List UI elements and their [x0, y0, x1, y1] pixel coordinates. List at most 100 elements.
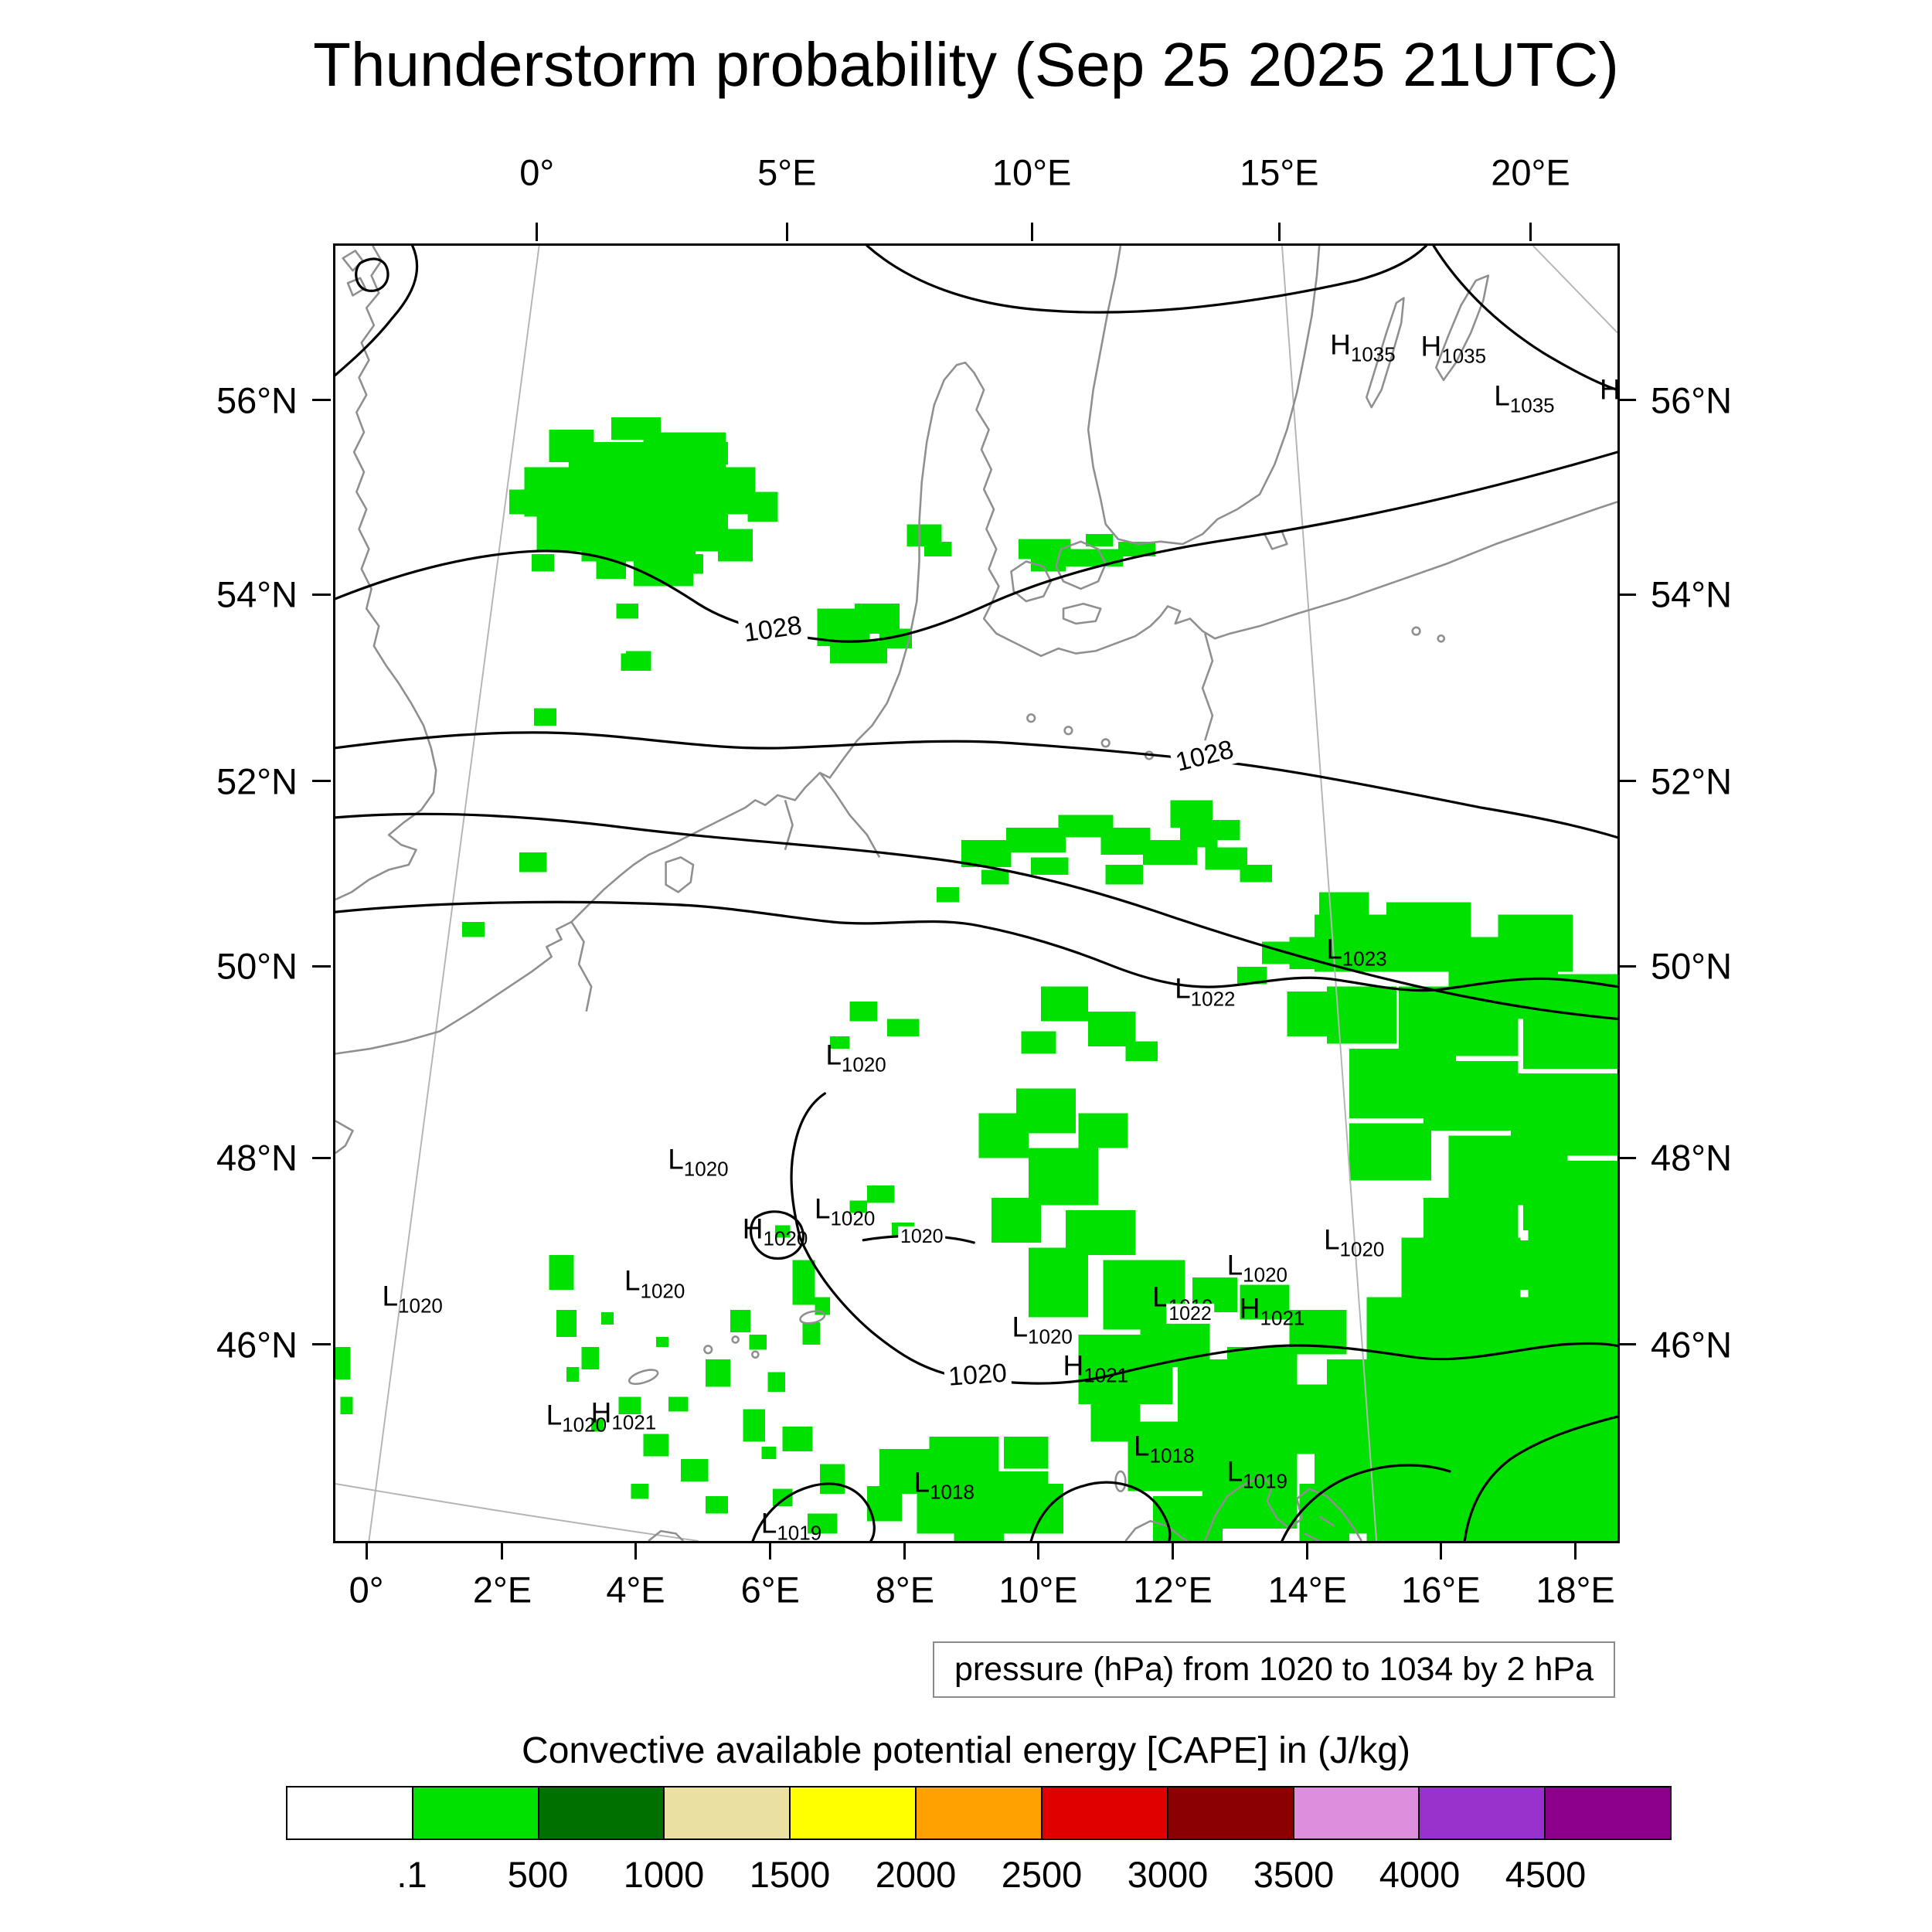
island-zealand	[1055, 540, 1107, 590]
colorbar-tick-label: 3000	[1127, 1854, 1209, 1895]
axis-tick	[1030, 223, 1033, 241]
colorbar-tick-label: 2000	[875, 1854, 957, 1895]
isobar	[1029, 1481, 1172, 1541]
coast-istria	[1204, 1475, 1362, 1541]
axis-tick	[536, 223, 539, 241]
axis-label-left: 54°N	[216, 573, 298, 615]
axis-label-bottom: 16°E	[1401, 1569, 1481, 1611]
axis-label-bottom: 2°E	[472, 1569, 532, 1611]
cape-layer	[335, 417, 1617, 1541]
axis-tick	[1439, 1541, 1442, 1560]
isobar	[862, 1234, 975, 1244]
meridian-15e	[1281, 246, 1378, 1541]
axis-label-bottom: 18°E	[1536, 1569, 1615, 1611]
colorbar-cell	[789, 1786, 917, 1840]
river-weser	[784, 799, 794, 851]
axis-tick	[634, 1541, 638, 1560]
isobars	[335, 246, 1617, 1541]
colorbar-labels: .1 500 1000 1500 2000 2500 3000 3500 4000 4500	[286, 1853, 1672, 1900]
river-rhine	[570, 921, 593, 1012]
colorbar-cell	[1418, 1786, 1546, 1840]
colorbar-cell	[1166, 1786, 1294, 1840]
axis-tick	[785, 223, 788, 241]
isobar	[335, 900, 1617, 992]
graticule	[335, 246, 1617, 1541]
axis-tick	[769, 1541, 772, 1560]
colorbar-tick-label: 1000	[623, 1854, 705, 1895]
axis-tick	[1617, 1343, 1636, 1346]
axis-label-right: 50°N	[1651, 945, 1733, 987]
axis-label-top: 15°E	[1240, 151, 1319, 193]
colorbar-tick-label: 3500	[1253, 1854, 1335, 1895]
axis-tick	[501, 1541, 504, 1560]
meridian-20e	[1532, 246, 1617, 334]
axis-label-top: 10°E	[992, 151, 1072, 193]
axis-label-bottom: 4°E	[606, 1569, 665, 1611]
isobar	[1463, 1415, 1617, 1541]
lake-ijsselmeer	[665, 856, 695, 893]
river-elbe	[818, 772, 881, 858]
isobar	[790, 1092, 826, 1240]
isobar-1028-east	[335, 731, 1617, 839]
pressure-caption-text: pressure (hPa) from 1020 to 1034 by 2 hP…	[954, 1651, 1594, 1688]
axis-tick	[312, 964, 331, 968]
small-lakes	[628, 626, 1446, 1492]
colorbar-cell	[663, 1786, 791, 1840]
axis-tick	[1617, 780, 1636, 783]
axis-tick	[1574, 1541, 1577, 1560]
isobar	[335, 812, 1617, 1021]
colorbar-cell	[1040, 1786, 1168, 1840]
axis-tick	[365, 1541, 368, 1560]
map-svg	[335, 246, 1617, 1541]
axis-label-left: 52°N	[216, 760, 298, 802]
axis-label-left: 50°N	[216, 945, 298, 987]
colorbar-tick-label: 500	[507, 1854, 569, 1895]
axis-tick	[1277, 223, 1281, 241]
colorbar-tick-label: .1	[396, 1854, 427, 1895]
colorbar-tick-label: 4000	[1379, 1854, 1461, 1895]
coast-continent	[335, 361, 1617, 1055]
axis-tick	[1529, 223, 1532, 241]
axis-tick	[1617, 593, 1636, 596]
axis-tick	[1172, 1541, 1175, 1560]
page-title: Thunderstorm probability (Sep 25 2025 21…	[313, 30, 1619, 99]
isobar	[355, 257, 389, 292]
axis-tick	[1617, 1156, 1636, 1159]
coast-ligurian	[648, 1529, 685, 1541]
colorbar-tick-label: 2500	[1001, 1854, 1083, 1895]
axis-label-bottom: 12°E	[1133, 1569, 1213, 1611]
axis-tick	[1306, 1541, 1309, 1560]
colorbar-tick-label: 1500	[749, 1854, 831, 1895]
island-lolland	[1062, 602, 1102, 625]
parallel-45n	[335, 1483, 699, 1541]
axis-label-bottom: 8°E	[875, 1569, 935, 1611]
colorbar-cell	[411, 1786, 539, 1840]
coastlines	[335, 246, 1617, 1541]
isobar	[1281, 1464, 1451, 1541]
map-area: H1035 H1035 L1035 H L1023 L1022 L1020 L1020 L102…	[333, 243, 1621, 1543]
colorbar	[286, 1786, 1672, 1840]
axis-label-top: 20°E	[1491, 151, 1570, 193]
colorbar-cell	[537, 1786, 665, 1840]
colorbar-tick-label: 4500	[1505, 1854, 1587, 1895]
coast-croatian-islands	[1304, 1515, 1335, 1541]
colorbar-cell	[915, 1786, 1043, 1840]
isobar	[1432, 246, 1617, 392]
axis-label-bottom: 14°E	[1267, 1569, 1348, 1611]
axis-label-bottom: 0°	[349, 1569, 384, 1611]
axis-label-right: 48°N	[1651, 1137, 1733, 1179]
axis-tick	[312, 780, 331, 783]
colorbar-title: Convective available potential energy [C…	[522, 1730, 1410, 1771]
isobar-1020	[798, 1236, 1617, 1385]
coast-britain	[335, 246, 437, 901]
isobar	[751, 1482, 876, 1541]
colorbar-cell	[1544, 1786, 1672, 1840]
axis-label-right: 46°N	[1651, 1324, 1733, 1366]
axis-tick	[1617, 964, 1636, 968]
coast-brittany	[335, 1120, 354, 1155]
axis-label-bottom: 6°E	[740, 1569, 800, 1611]
axis-tick	[1036, 1541, 1039, 1560]
axis-tick	[312, 593, 331, 596]
axis-tick	[312, 1156, 331, 1159]
isobar	[866, 246, 1428, 314]
